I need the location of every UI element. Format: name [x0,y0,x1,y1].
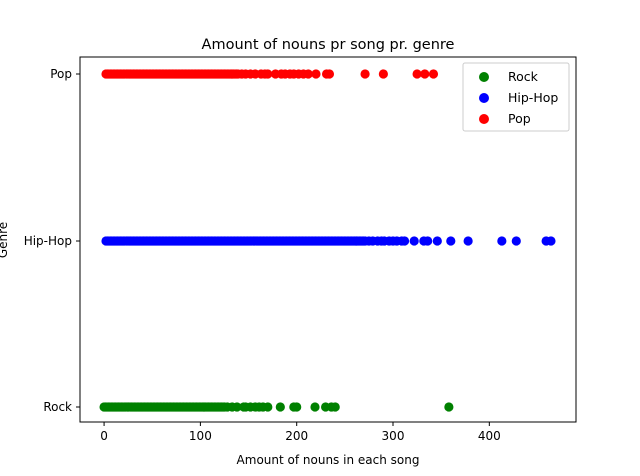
data-point [497,236,507,246]
data-point [310,402,320,412]
data-point [378,69,388,79]
data-point [446,236,456,246]
data-point [511,236,521,246]
data-point [432,236,442,246]
data-point [423,236,433,246]
data-point [444,402,454,412]
data-point [263,69,273,79]
x-tick-label: 300 [382,429,405,443]
legend: Rock Hip-Hop Pop [462,62,570,132]
chart-title: Amount of nouns pr song pr. genre [202,37,455,53]
legend-label-rock: Rock [508,69,539,84]
x-tick-label: 400 [478,429,501,443]
data-point [263,402,273,412]
data-point [399,236,410,246]
legend-marker-rock [479,72,489,82]
data-point [412,69,422,79]
data-point [324,69,335,79]
data-points [99,69,556,412]
data-point [330,402,340,412]
y-axis-label: Genre [0,222,10,258]
series-rock [99,402,454,412]
plot-area-frame [79,56,577,423]
x-tick-label: 0 [100,429,108,443]
series-hip-hop [101,236,556,246]
series-pop [101,69,439,79]
x-axis-label: Amount of nouns in each song [237,453,420,467]
data-point [360,69,370,79]
y-tick-label: Pop [50,67,72,81]
data-point [232,402,242,412]
legend-box [462,62,570,132]
legend-label-pop: Pop [508,111,531,126]
data-point [546,236,556,246]
y-tick-label: Hip-Hop [24,234,72,248]
data-point [303,69,313,79]
x-axis: 0 100 200 300 400 [100,422,501,443]
data-point [463,236,473,246]
legend-marker-hip-hop [479,93,489,103]
x-tick-label: 100 [189,429,212,443]
y-axis: Rock Hip-Hop Pop [24,67,80,414]
legend-label-hip-hop: Hip-Hop [508,90,558,105]
legend-marker-pop [479,114,489,124]
data-point [420,69,430,79]
data-point [428,69,439,79]
y-tick-label: Rock [43,400,72,414]
data-point [292,402,302,412]
data-point [275,402,285,412]
x-tick-label: 200 [285,429,308,443]
data-point [409,236,419,246]
data-point [311,69,321,79]
